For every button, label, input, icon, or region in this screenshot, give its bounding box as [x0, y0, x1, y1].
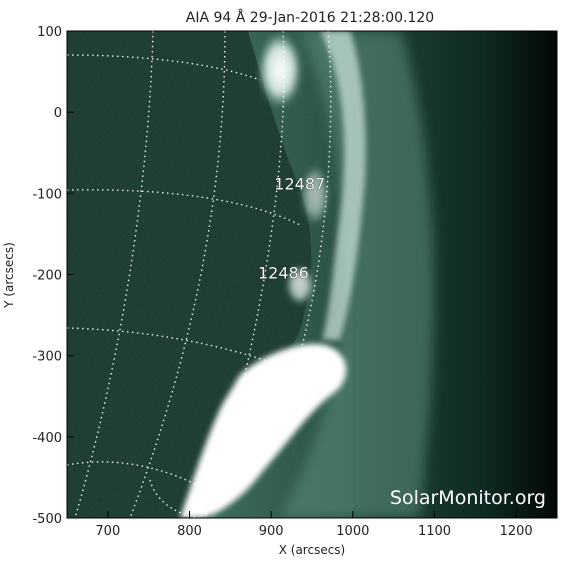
solar-image: 12487 12486 SolarMonitor.org — [67, 31, 557, 518]
x-tick-label: 1200 — [500, 524, 533, 539]
x-tick-label: 900 — [259, 524, 284, 539]
y-tick-label: 100 — [37, 25, 62, 40]
corona-haze — [280, 31, 435, 518]
y-tick-label: 0 — [54, 106, 62, 121]
x-tick-label: 1100 — [418, 524, 451, 539]
y-tick-label: -500 — [32, 512, 62, 527]
y-tick-label: -100 — [32, 187, 62, 202]
region-label-12486: 12486 — [258, 264, 309, 283]
x-axis-label: X (arcsecs) — [279, 543, 346, 557]
heliographic-grid — [67, 31, 332, 518]
y-tick-label: -200 — [32, 269, 62, 284]
image-title: AIA 94 Å 29-Jan-2016 21:28:00.120 — [186, 9, 434, 26]
x-tick-label: 700 — [95, 524, 120, 539]
x-axis: 700 800 900 1000 1100 1200 — [95, 511, 533, 539]
limb-brightening — [320, 31, 366, 340]
region-label-12487: 12487 — [274, 174, 325, 193]
y-axis-label: Y (arcsecs) — [2, 242, 16, 309]
active-region-top — [258, 32, 302, 108]
x-tick-label: 800 — [177, 524, 202, 539]
y-tick-label: -300 — [32, 350, 62, 365]
x-tick-label: 1000 — [336, 524, 369, 539]
active-region-12486 — [286, 265, 314, 305]
y-tick-label: -400 — [32, 431, 62, 446]
y-axis: 100 0 -100 -200 -300 -400 -500 — [32, 25, 74, 527]
active-region-12487 — [301, 165, 329, 225]
watermark: SolarMonitor.org — [390, 487, 546, 509]
flare-core — [220, 357, 332, 500]
